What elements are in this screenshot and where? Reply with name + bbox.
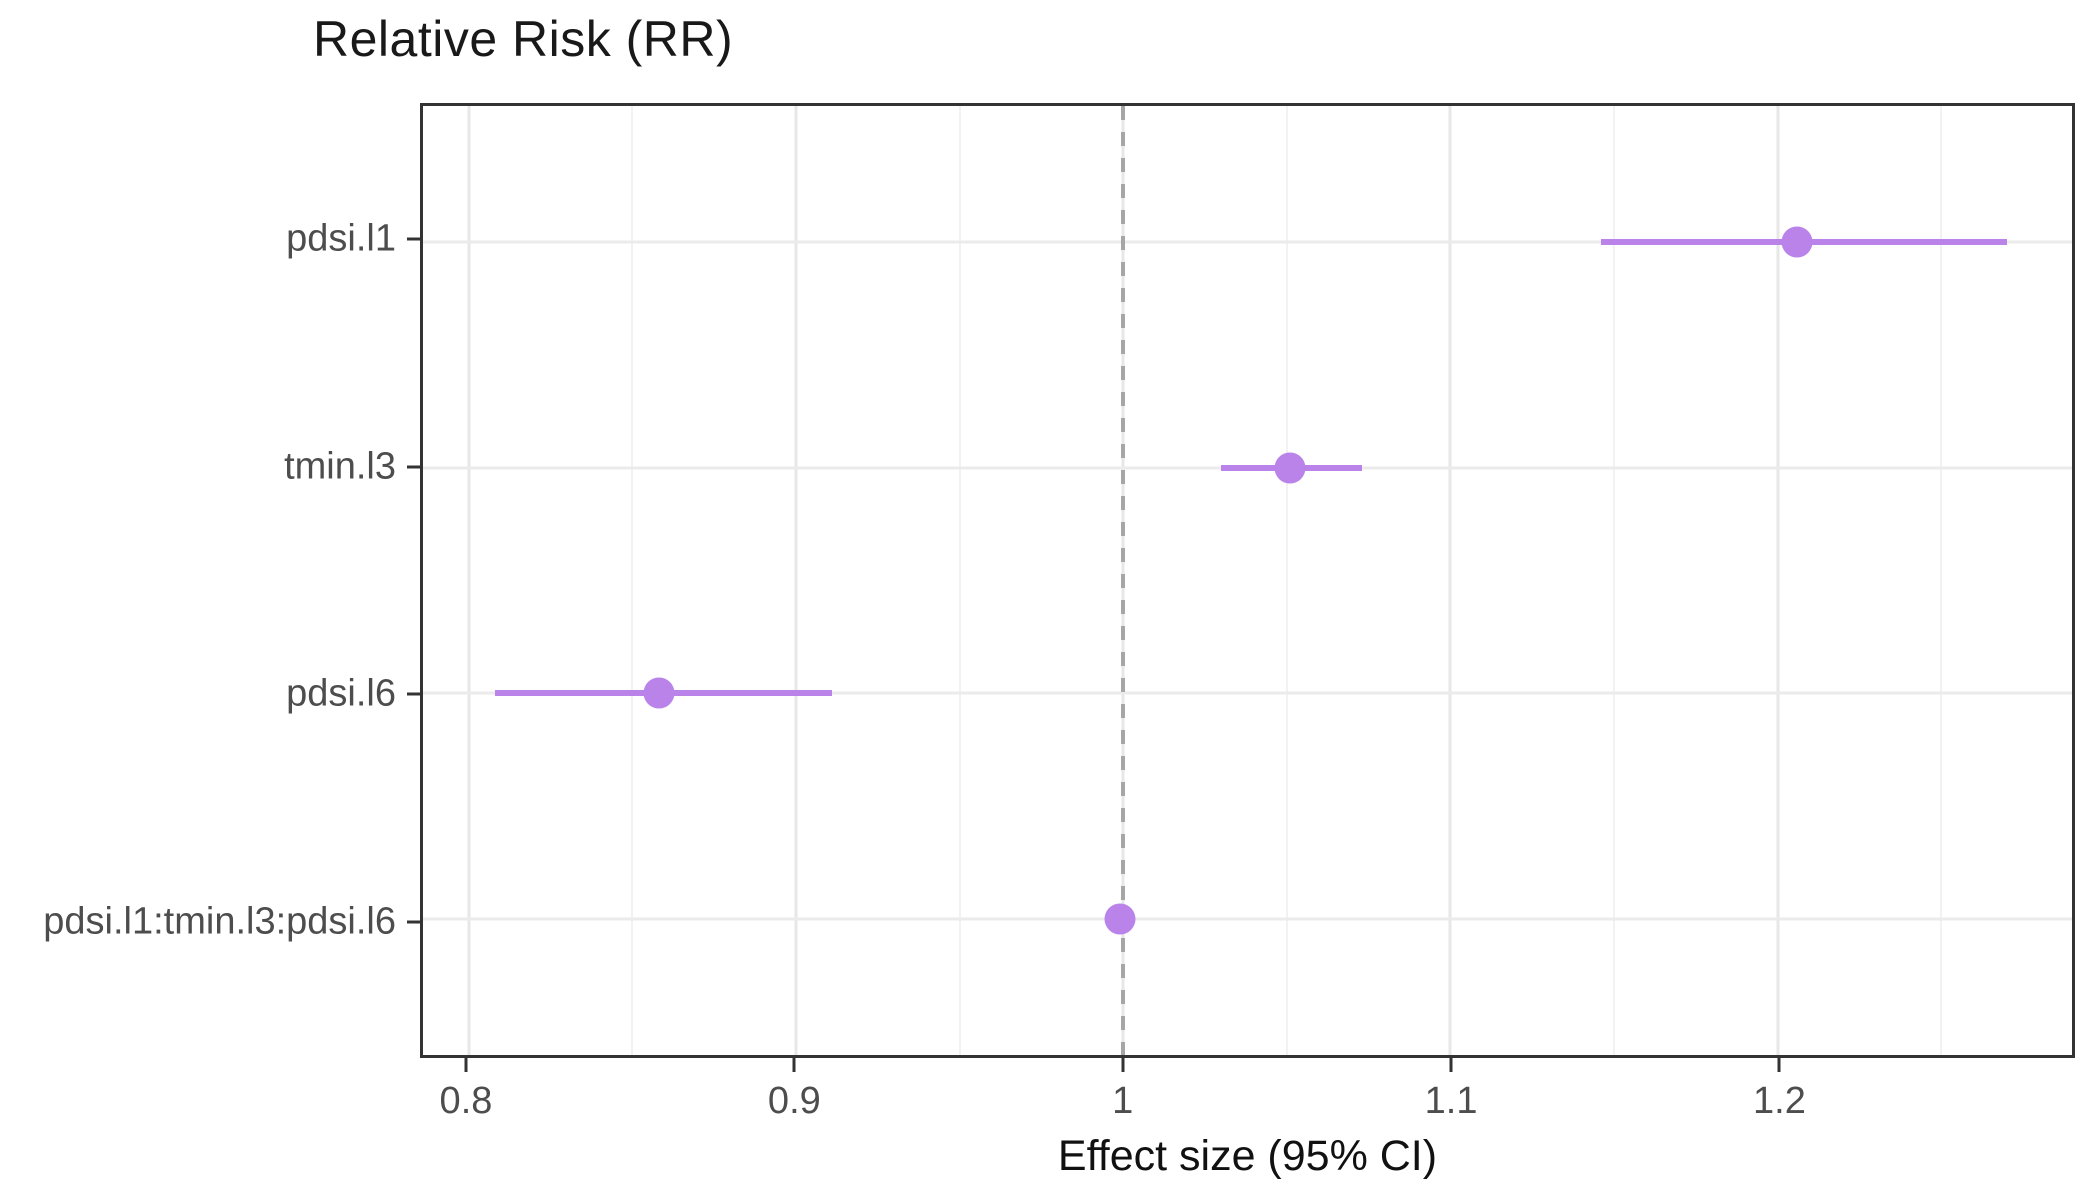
major-gridline-x1.2 [1776,106,1780,1055]
y-tick-mark [407,465,420,469]
y-axis-label: pdsi.l6 [286,672,396,715]
x-tick-label: 0.9 [767,1080,821,1122]
estimate-point [643,677,675,709]
y-axis-label: pdsi.l1 [286,217,396,260]
major-gridline-x1.1 [1448,106,1452,1055]
x-tick-mark [1777,1058,1781,1072]
row-gridline [423,917,2072,921]
y-tick-mark [407,237,420,241]
x-tick-mark [1121,1058,1125,1072]
estimate-point [1274,452,1306,484]
x-tick-mark [792,1058,796,1072]
y-tick-mark [407,920,420,924]
estimate-point [1104,903,1136,935]
x-tick-label: 1.2 [1753,1080,1806,1122]
minor-gridline-x1.25 [1940,106,1943,1055]
x-tick-label: 1 [1112,1080,1134,1122]
minor-gridline-x1.15 [1612,106,1615,1055]
estimate-point [1781,226,1813,258]
minor-gridline-x1.05 [1285,106,1288,1055]
plot-title: Relative Risk (RR) [313,11,734,67]
x-tick-mark [1449,1058,1453,1072]
plot-panel [420,103,2075,1058]
y-axis-label: tmin.l3 [284,445,396,488]
x-tick-label: 1.1 [1424,1080,1478,1122]
x-tick-label: 0.8 [439,1080,493,1122]
minor-gridline-x0.95 [958,106,961,1055]
y-axis-label: pdsi.l1:tmin.l3:pdsi.l6 [43,900,396,943]
x-axis: Effect size (95% CI) 0.8 0.9 1 1.1 1.2 [420,1058,2075,1200]
row-gridline [423,691,2072,695]
reference-line-x1 [1121,106,1126,1055]
y-tick-mark [407,692,420,696]
y-axis: pdsi.l1 tmin.l3 pdsi.l6 pdsi.l1:tmin.l3:pds… [0,103,420,1058]
major-gridline-x0.8 [467,106,471,1055]
minor-gridline-x0.85 [631,106,634,1055]
major-gridline-x0.9 [794,106,798,1055]
x-tick-mark [464,1058,468,1072]
x-axis-title: Effect size (95% CI) [1057,1132,1438,1180]
row-gridline [423,240,2072,244]
